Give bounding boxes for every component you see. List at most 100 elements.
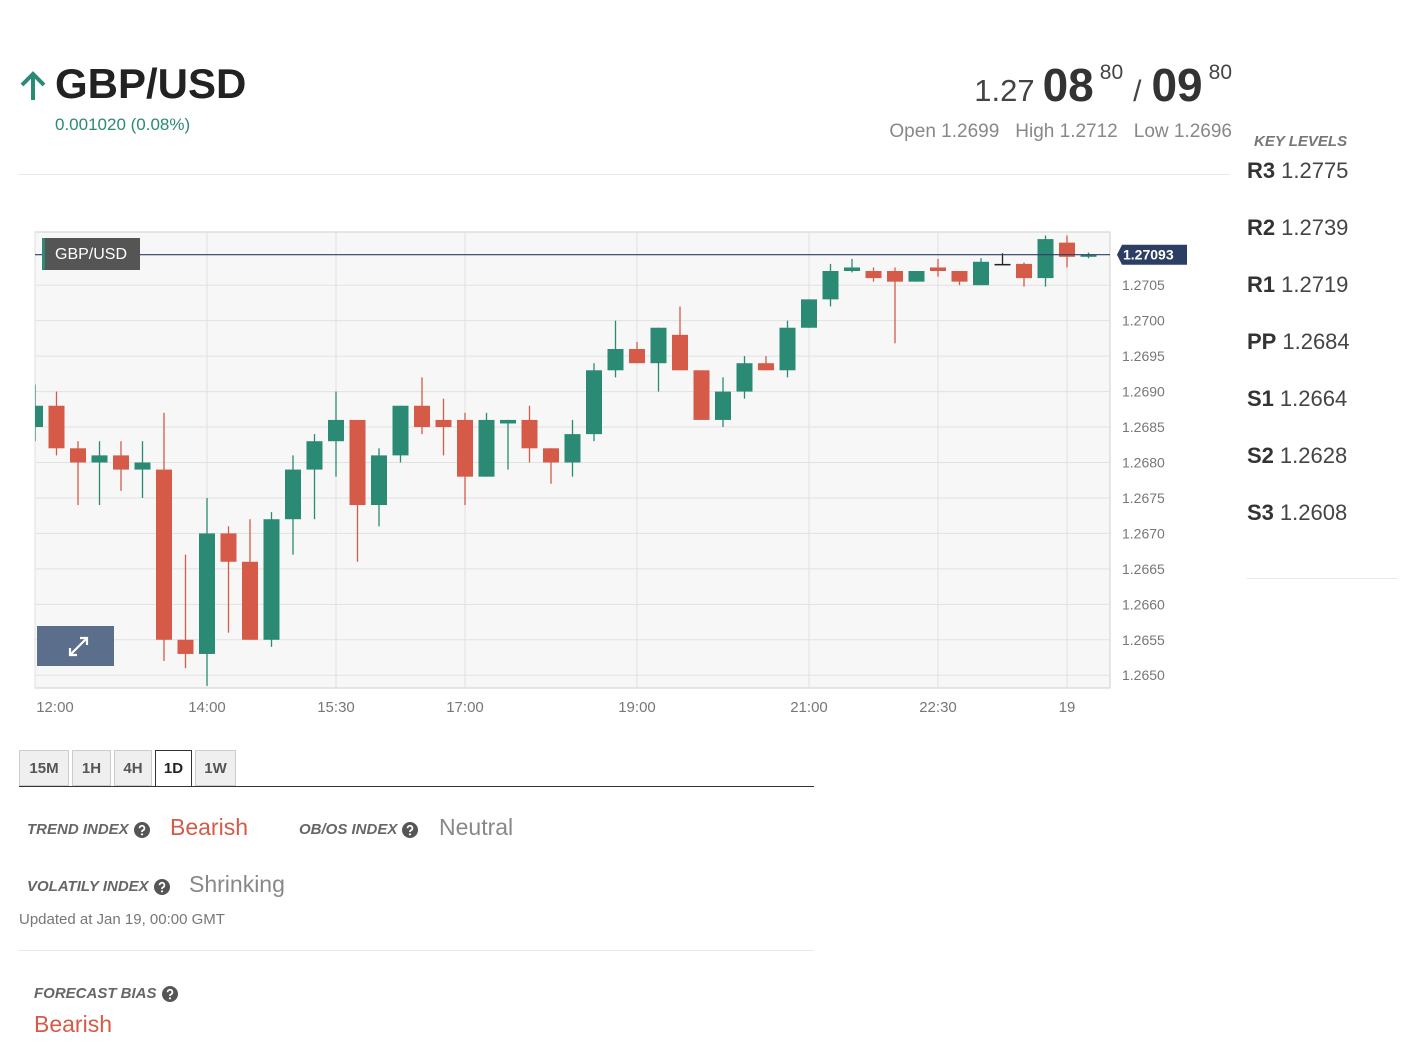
last-price-label: 1.27093 — [1123, 247, 1174, 263]
key-level-value: 1.2739 — [1281, 215, 1349, 240]
candle-body — [457, 419, 473, 477]
help-dot — [409, 832, 412, 835]
help-icon[interactable] — [153, 878, 170, 895]
help-icon[interactable] — [402, 821, 419, 838]
high: High 1.2712 — [1015, 121, 1118, 142]
x-tick-label: 19 — [1059, 699, 1076, 716]
candle-body — [392, 405, 409, 456]
obos-label: OB/OS INDEX — [299, 821, 419, 838]
candle-body — [48, 405, 65, 449]
timeframe-tab[interactable]: 1D — [155, 750, 192, 787]
bid-fraction: 80 — [1099, 61, 1124, 84]
up-arrow-icon — [20, 71, 46, 100]
y-tick-label: 1.2685 — [1122, 419, 1165, 435]
obos-label-text: OB/OS INDEX — [299, 821, 398, 838]
bid-pips: 08 — [1042, 59, 1094, 111]
y-tick-label: 1.2690 — [1122, 384, 1165, 400]
candle-body — [242, 561, 258, 640]
ask-pips: 09 — [1151, 59, 1203, 111]
help-glyph — [407, 824, 414, 832]
candle-body — [263, 519, 280, 640]
tabs-underline — [19, 786, 814, 787]
timeframe-tab[interactable]: 4H — [114, 750, 152, 786]
help-dot — [160, 889, 163, 892]
grid — [34, 232, 1110, 688]
x-tick-label: 15:30 — [317, 699, 355, 716]
timeframe-tab[interactable]: 1H — [72, 750, 111, 786]
key-level: S2 1.2628 — [1247, 443, 1347, 469]
key-level-name: R1 — [1247, 272, 1276, 297]
candle-body — [887, 271, 903, 282]
divider — [18, 174, 1230, 175]
key-level: R3 1.2775 — [1247, 158, 1348, 184]
candle-body — [478, 419, 495, 477]
key-level: S1 1.2664 — [1247, 386, 1347, 412]
candle-body — [91, 455, 108, 463]
x-tick-label: 12:00 — [36, 699, 74, 716]
x-tick-label: 22:30 — [919, 699, 957, 716]
candle-body — [930, 267, 946, 272]
quote-separator: / — [1133, 75, 1142, 108]
key-level-value: 1.2664 — [1279, 386, 1348, 411]
volatility-value: Shrinking — [189, 871, 285, 897]
x-tick-label: 21:00 — [790, 699, 828, 716]
key-levels-title: KEY LEVELS — [1254, 133, 1348, 150]
help-icon[interactable] — [161, 985, 178, 1002]
last-price-tag — [1117, 244, 1187, 265]
ohl: Open 1.2699 High 1.2712 Low 1.2696 — [889, 121, 1232, 143]
help-icon[interactable] — [133, 821, 150, 838]
key-level-value: 1.2775 — [1281, 158, 1349, 183]
candle-body — [328, 419, 344, 442]
key-level-name: S1 — [1247, 386, 1274, 411]
candle-body — [199, 533, 215, 654]
help-dot — [168, 996, 171, 999]
candle-body — [306, 441, 323, 470]
x-tick-label: 14:00 — [188, 699, 226, 716]
candle-body — [779, 327, 796, 371]
candle-body — [500, 419, 516, 424]
forecast-value: Bearish — [34, 1011, 112, 1037]
candle-body — [844, 267, 860, 272]
overlay: 1.2650 1.2655 1.2660 1.2665 1.2670 1.2675 1.26… — [35, 238, 1187, 716]
key-level-name: R2 — [1247, 215, 1276, 240]
candle-body — [414, 405, 430, 428]
candle-body — [908, 271, 925, 282]
candle-body — [693, 370, 710, 420]
quote: 1.27 08 80 / 09 80 — [974, 58, 1232, 112]
candle-body — [35, 405, 43, 428]
price-change: 0.001020 (0.08%) — [55, 115, 191, 134]
help-dot — [140, 832, 143, 835]
divider — [1247, 578, 1397, 579]
y-tick-label: 1.2680 — [1122, 454, 1165, 470]
candle-body — [607, 349, 624, 371]
volatility-label-text: VOLATILY INDEX — [27, 878, 149, 895]
x-tick-label: 17:00 — [446, 699, 484, 716]
trend-label-text: TREND INDEX — [27, 821, 129, 838]
candle-body — [758, 363, 774, 371]
candle-body — [156, 469, 172, 640]
candle-body — [1080, 254, 1097, 257]
key-level: S3 1.2608 — [1247, 500, 1347, 526]
candle-body — [220, 533, 237, 562]
y-tick-label: 1.2675 — [1122, 490, 1165, 506]
y-tick-label: 1.2660 — [1122, 596, 1165, 612]
candle-body — [586, 370, 602, 435]
bid-big: 1.27 — [974, 73, 1035, 108]
trend-value: Bearish — [170, 814, 248, 840]
candle-body — [543, 448, 559, 463]
candle-body — [1037, 239, 1054, 279]
y-tick-label: 1.2665 — [1122, 561, 1165, 577]
y-tick-label: 1.2650 — [1122, 667, 1165, 683]
candle-body — [672, 334, 688, 371]
key-level-name: S2 — [1247, 443, 1274, 468]
timeframe-tab[interactable]: 1W — [195, 750, 236, 786]
candle-body — [629, 349, 645, 364]
expand-button[interactable] — [37, 626, 114, 666]
candle-body — [285, 469, 301, 520]
timeframe-tab[interactable]: 15M — [19, 750, 69, 786]
key-level-name: S3 — [1247, 500, 1274, 525]
candle-body — [349, 419, 366, 506]
candle-body — [865, 271, 882, 279]
candle-body — [521, 419, 538, 449]
key-level: R1 1.2719 — [1247, 272, 1348, 298]
